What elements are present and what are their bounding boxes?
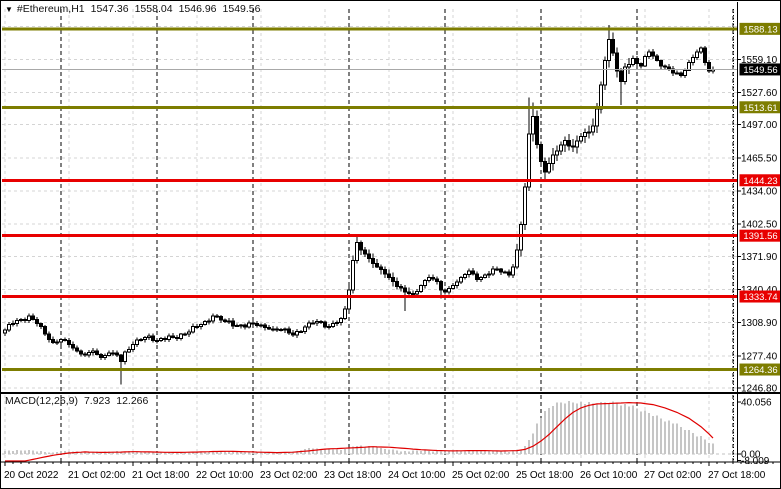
- ohlc-high-value: 1558.04: [134, 3, 173, 15]
- price-level-lines[interactable]: [2, 27, 737, 372]
- symbol-dropdown-icon[interactable]: ▼: [5, 4, 13, 14]
- price-badge-value: 1264.36: [743, 365, 777, 376]
- chart-title-bar: ▼ #Ethereum,H1 1547.36 1558.04 1546.96 1…: [5, 3, 267, 15]
- price-axis-label: 1340.40: [741, 285, 778, 296]
- macd-signal-line: [5, 401, 714, 462]
- macd-indicator-label: MACD(12,26,9) 7.923 12.266: [5, 395, 154, 407]
- price-axis-label: 1497.00: [741, 120, 778, 131]
- macd-params-label: MACD(12,26,9): [5, 395, 78, 407]
- time-axis-label: 27 Oct 02:00: [644, 470, 702, 481]
- price-level-badge: [739, 174, 780, 187]
- ohlc-open-value: 1547.36: [90, 3, 129, 15]
- macd-scale[interactable]: 40.056 0.00-8.009: [737, 397, 772, 467]
- time-axis-label: 23 Oct 02:00: [260, 470, 318, 481]
- time-axis-label: 25 Oct 18:00: [516, 470, 574, 481]
- current-price-badge: [739, 63, 780, 76]
- price-axis-label: 1465.50: [741, 153, 778, 164]
- macd-signal-value: 12.266: [116, 395, 149, 407]
- macd-scale-label: -8.009: [741, 456, 770, 467]
- macd-histogram: [4, 401, 714, 455]
- price-axis-label: 1277.40: [741, 351, 778, 362]
- price-axis-label: 1308.90: [741, 318, 778, 329]
- macd-main-value: 7.923: [83, 395, 111, 407]
- time-axis-label: 21 Oct 02:00: [68, 470, 126, 481]
- time-axis-label: 25 Oct 02:00: [452, 470, 510, 481]
- price-axis-label: 1559.10: [741, 55, 778, 66]
- price-level-badge: [739, 22, 780, 35]
- price-level-badge: [739, 363, 780, 376]
- price-axis-label: 1527.60: [741, 88, 778, 99]
- macd-scale-label: 40.056: [741, 397, 772, 408]
- price-badge-value: 1333.74: [743, 292, 777, 303]
- time-axis-label: 20 Oct 2022: [4, 470, 59, 481]
- ohlc-low-value: 1546.96: [178, 3, 217, 15]
- price-axis-label: 1434.00: [741, 187, 778, 198]
- macd-scale-label: 0.00: [741, 450, 761, 461]
- price-badges: 1588.13 1549.56 1513.61 1444.23 1391.56 1333.…: [739, 22, 780, 376]
- ohlc-close-value: 1549.56: [222, 3, 261, 15]
- candles-layer[interactable]: [3, 24, 715, 385]
- price-level-badge: [739, 229, 780, 242]
- time-axis-label: 22 Oct 10:00: [196, 470, 254, 481]
- price-level-badge: [739, 101, 780, 114]
- price-axis-label: 1246.80: [741, 384, 778, 395]
- panel-divider[interactable]: [1, 392, 781, 394]
- price-badge-value: 1549.56: [743, 65, 777, 76]
- time-axis-label: 26 Oct 10:00: [580, 470, 638, 481]
- symbol-timeframe-label: #Ethereum,H1: [16, 3, 85, 15]
- price-badge-value: 1513.61: [743, 103, 777, 114]
- price-axis-label: 1371.90: [741, 252, 778, 263]
- time-axis-label: 27 Oct 18:00: [708, 470, 766, 481]
- time-axis-label: 23 Oct 18:00: [324, 470, 382, 481]
- price-badge-value: 1391.56: [743, 231, 777, 242]
- price-axis-label: 1402.50: [741, 220, 778, 231]
- price-axis[interactable]: 1559.10 1527.60 1497.00 1465.50 1434.00 1402.…: [737, 55, 778, 395]
- time-axis-label: 21 Oct 18:00: [132, 470, 190, 481]
- grid-layer: [2, 9, 737, 462]
- price-badge-value: 1444.23: [743, 176, 777, 187]
- price-badge-value: 1588.13: [743, 24, 777, 35]
- price-level-badge: [739, 290, 780, 303]
- time-axis[interactable]: 20 Oct 2022 21 Oct 02:00 21 Oct 18:00 22 Oc…: [4, 462, 774, 481]
- time-axis-label: 24 Oct 10:00: [388, 470, 446, 481]
